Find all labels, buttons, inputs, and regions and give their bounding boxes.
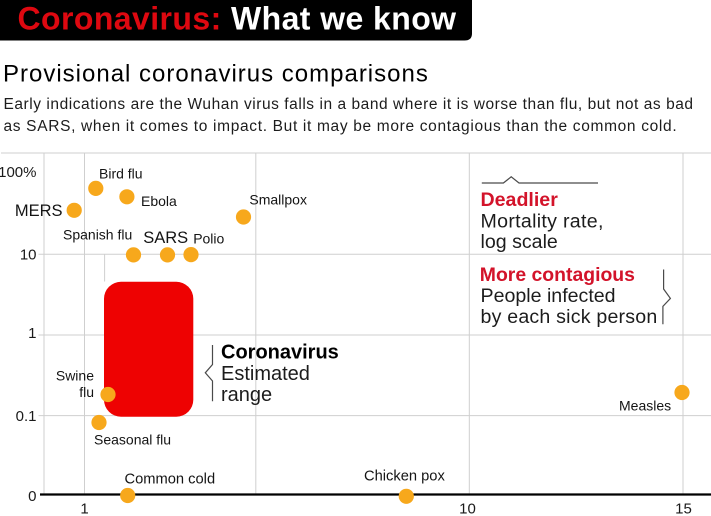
- svg-text:Seasonal flu: Seasonal flu: [94, 432, 171, 448]
- svg-text:Deadlier: Deadlier: [481, 189, 559, 211]
- svg-text:Measles: Measles: [619, 397, 671, 413]
- svg-text:Mortality rate,: Mortality rate,: [481, 211, 604, 233]
- svg-text:Polio: Polio: [193, 230, 224, 246]
- svg-text:Estimated: Estimated: [221, 363, 310, 385]
- svg-text:0.1: 0.1: [16, 408, 37, 425]
- svg-text:Early indications are the Wuha: Early indications are the Wuhan virus fa…: [4, 96, 694, 113]
- svg-text:log scale: log scale: [481, 231, 558, 253]
- svg-text:Ebola: Ebola: [141, 193, 177, 209]
- svg-text:10: 10: [459, 500, 476, 516]
- svg-text:Swine: Swine: [56, 368, 94, 384]
- svg-text:Smallpox: Smallpox: [249, 192, 307, 208]
- svg-text:by each sick person: by each sick person: [481, 306, 658, 328]
- svg-text:1: 1: [80, 500, 88, 516]
- svg-text:Coronavirus: What we know: Coronavirus: What we know: [18, 1, 457, 37]
- svg-text:SARS: SARS: [143, 229, 188, 247]
- svg-text:1: 1: [28, 325, 36, 342]
- svg-text:10: 10: [20, 246, 37, 263]
- svg-text:MERS: MERS: [15, 202, 63, 220]
- svg-text:People infected: People infected: [481, 285, 616, 307]
- svg-text:15: 15: [675, 500, 692, 516]
- svg-text:100%: 100%: [0, 164, 37, 181]
- svg-text:Common cold: Common cold: [125, 472, 216, 488]
- svg-text:range: range: [221, 384, 272, 406]
- svg-text:as SARS, when it comes to impa: as SARS, when it comes to impact. But it…: [4, 118, 678, 135]
- svg-text:More contagious: More contagious: [480, 264, 635, 286]
- svg-text:Chicken pox: Chicken pox: [364, 469, 445, 485]
- svg-text:flu: flu: [79, 384, 94, 400]
- svg-text:0: 0: [28, 488, 36, 505]
- svg-text:Provisional coronavirus compar: Provisional coronavirus comparisons: [3, 61, 429, 88]
- svg-text:Spanish flu: Spanish flu: [63, 227, 132, 243]
- svg-text:Coronavirus: Coronavirus: [221, 342, 339, 364]
- svg-text:Bird flu: Bird flu: [99, 165, 143, 181]
